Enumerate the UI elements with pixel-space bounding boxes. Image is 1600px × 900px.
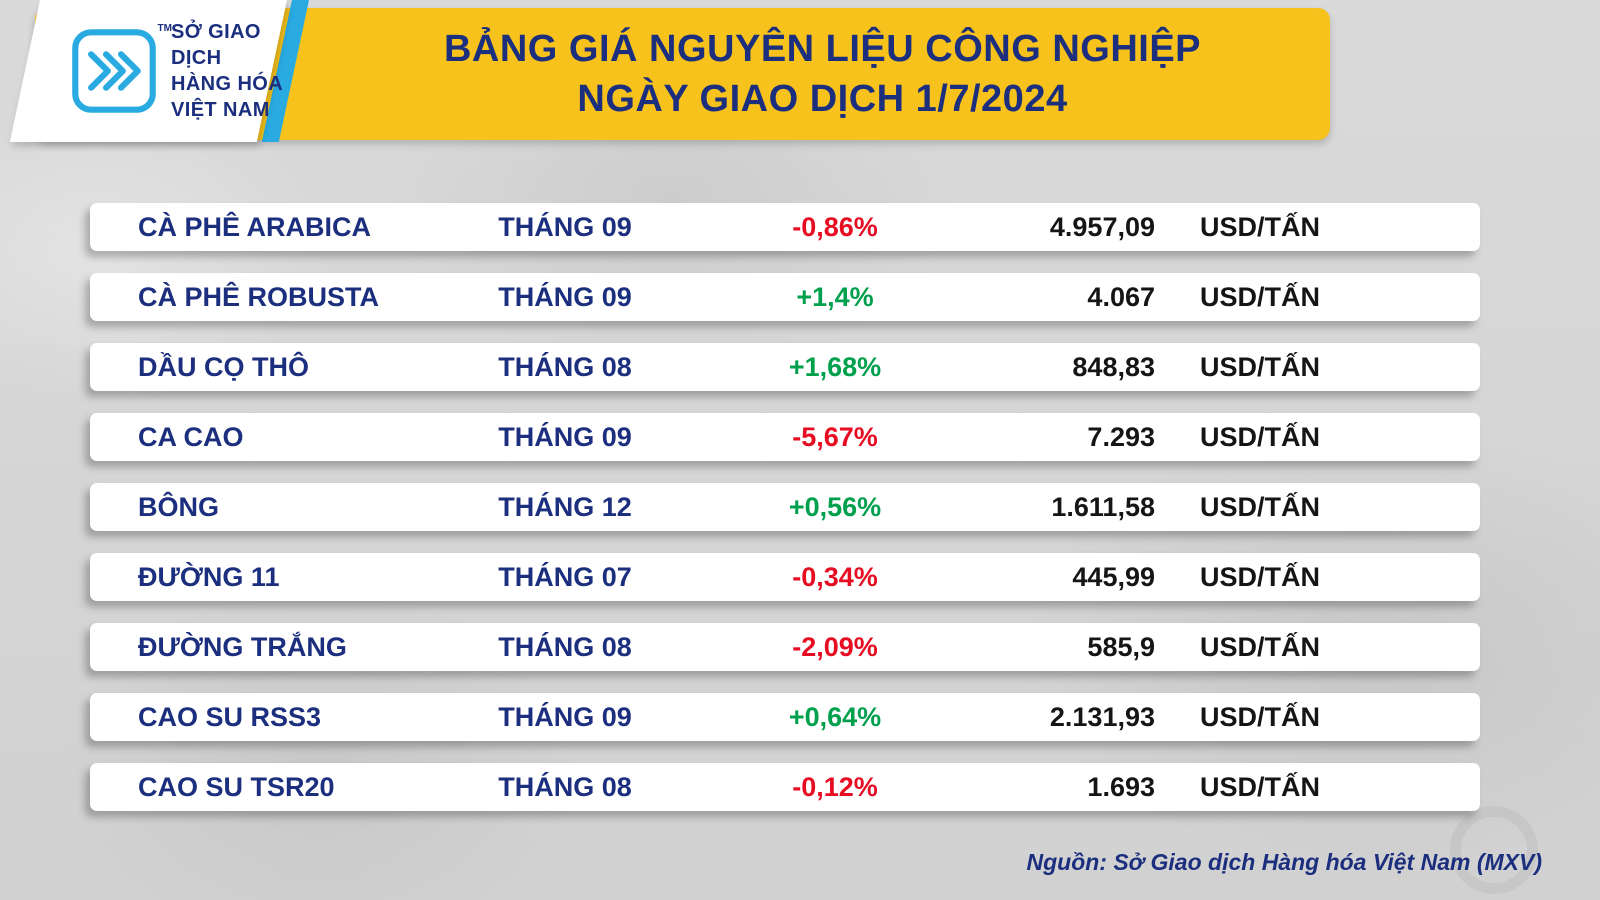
contract-month: THÁNG 09	[498, 421, 632, 452]
price-value: 1.693	[1087, 771, 1155, 802]
contract-month: THÁNG 08	[498, 631, 632, 662]
price-value: 4.957,09	[1049, 211, 1155, 242]
watermark-circle	[1450, 806, 1538, 894]
price-unit: USD/TẤN	[1200, 631, 1320, 662]
price-value: 1.611,58	[1051, 491, 1155, 522]
logo-text-line3: VIỆT NAM	[171, 99, 270, 121]
price-unit: USD/TẤN	[1200, 421, 1320, 452]
mxv-logo: TM SỞ GIAO DỊCH HÀNG HÓA VIỆT NAM	[9, 0, 288, 142]
commodity-name: ĐƯỜNG 11	[138, 561, 280, 592]
change-value: +1,4%	[796, 281, 874, 312]
change-value: -2,09%	[792, 631, 878, 662]
contract-month: THÁNG 07	[498, 561, 632, 592]
table-row: ĐƯỜNG 11 THÁNG 07 -0,34% 445,99 USD/TẤN	[90, 553, 1480, 601]
commodity-name: CÀ PHÊ ROBUSTA	[138, 281, 380, 312]
price-value: 848,83	[1072, 351, 1155, 382]
trademark-symbol: TM	[157, 23, 172, 34]
contract-month: THÁNG 12	[498, 491, 632, 522]
commodity-name: DẦU CỌ THÔ	[138, 351, 309, 382]
source-note: Nguồn: Sở Giao dịch Hàng hóa Việt Nam (M…	[1026, 849, 1542, 875]
price-unit: USD/TẤN	[1200, 281, 1320, 312]
change-value: -0,86%	[792, 211, 878, 242]
price-value: 7.293	[1087, 421, 1155, 452]
change-value: +0,64%	[788, 701, 882, 732]
table-row: CÀ PHÊ ROBUSTA THÁNG 09 +1,4% 4.067 USD/…	[90, 273, 1480, 321]
price-value: 585,9	[1087, 631, 1155, 662]
change-value: +0,56%	[788, 491, 882, 522]
logo-text: SỞ GIAO DỊCH HÀNG HÓA VIỆT NAM	[171, 19, 287, 123]
page-title-line2: NGÀY GIAO DỊCH 1/7/2024	[577, 78, 1068, 120]
change-value: -0,34%	[792, 561, 878, 592]
change-value: +1,68%	[788, 351, 882, 382]
page-title: BẢNG GIÁ NGUYÊN LIỆU CÔNG NGHIỆP NGÀY GI…	[325, 8, 1320, 140]
price-value: 445,99	[1072, 561, 1155, 592]
table-row: CAO SU TSR20 THÁNG 08 -0,12% 1.693 USD/T…	[90, 763, 1480, 811]
price-unit: USD/TẤN	[1200, 351, 1320, 382]
price-value: 4.067	[1087, 281, 1155, 312]
price-unit: USD/TẤN	[1200, 561, 1320, 592]
commodity-name: CAO SU RSS3	[138, 701, 322, 732]
price-table: CÀ PHÊ ARABICA THÁNG 09 -0,86% 4.957,09 …	[90, 203, 1480, 833]
commodity-name: BÔNG	[138, 491, 219, 522]
table-row: DẦU CỌ THÔ THÁNG 08 +1,68% 848,83 USD/TẤ…	[90, 343, 1480, 391]
price-unit: USD/TẤN	[1200, 701, 1320, 732]
table-row: CÀ PHÊ ARABICA THÁNG 09 -0,86% 4.957,09 …	[90, 203, 1480, 251]
contract-month: THÁNG 08	[498, 771, 632, 802]
contract-month: THÁNG 08	[498, 351, 632, 382]
price-unit: USD/TẤN	[1200, 211, 1320, 242]
contract-month: THÁNG 09	[498, 701, 632, 732]
price-unit: USD/TẤN	[1200, 771, 1320, 802]
page-title-line1: BẢNG GIÁ NGUYÊN LIỆU CÔNG NGHIỆP	[443, 27, 1202, 70]
commodity-name: ĐƯỜNG TRẮNG	[138, 631, 347, 662]
contract-month: THÁNG 09	[498, 211, 632, 242]
commodity-name: CÀ PHÊ ARABICA	[138, 211, 372, 242]
price-value: 2.131,93	[1049, 701, 1155, 732]
commodity-name: CAO SU TSR20	[138, 771, 335, 802]
table-row: CAO SU RSS3 THÁNG 09 +0,64% 2.131,93 USD…	[90, 693, 1480, 741]
logo-text-line1: SỞ GIAO DỊCH	[171, 21, 261, 69]
table-row: ĐƯỜNG TRẮNG THÁNG 08 -2,09% 585,9 USD/TẤ…	[90, 623, 1480, 671]
table-row: BÔNG THÁNG 12 +0,56% 1.611,58 USD/TẤN	[90, 483, 1480, 531]
contract-month: THÁNG 09	[498, 281, 632, 312]
mxv-chevrons-icon: TM	[70, 23, 172, 115]
change-value: -0,12%	[792, 771, 878, 802]
table-row: CA CAO THÁNG 09 -5,67% 7.293 USD/TẤN	[90, 413, 1480, 461]
change-value: -5,67%	[792, 421, 878, 452]
commodity-name: CA CAO	[138, 421, 244, 452]
logo-text-line2: HÀNG HÓA	[171, 73, 284, 95]
price-unit: USD/TẤN	[1200, 491, 1320, 522]
